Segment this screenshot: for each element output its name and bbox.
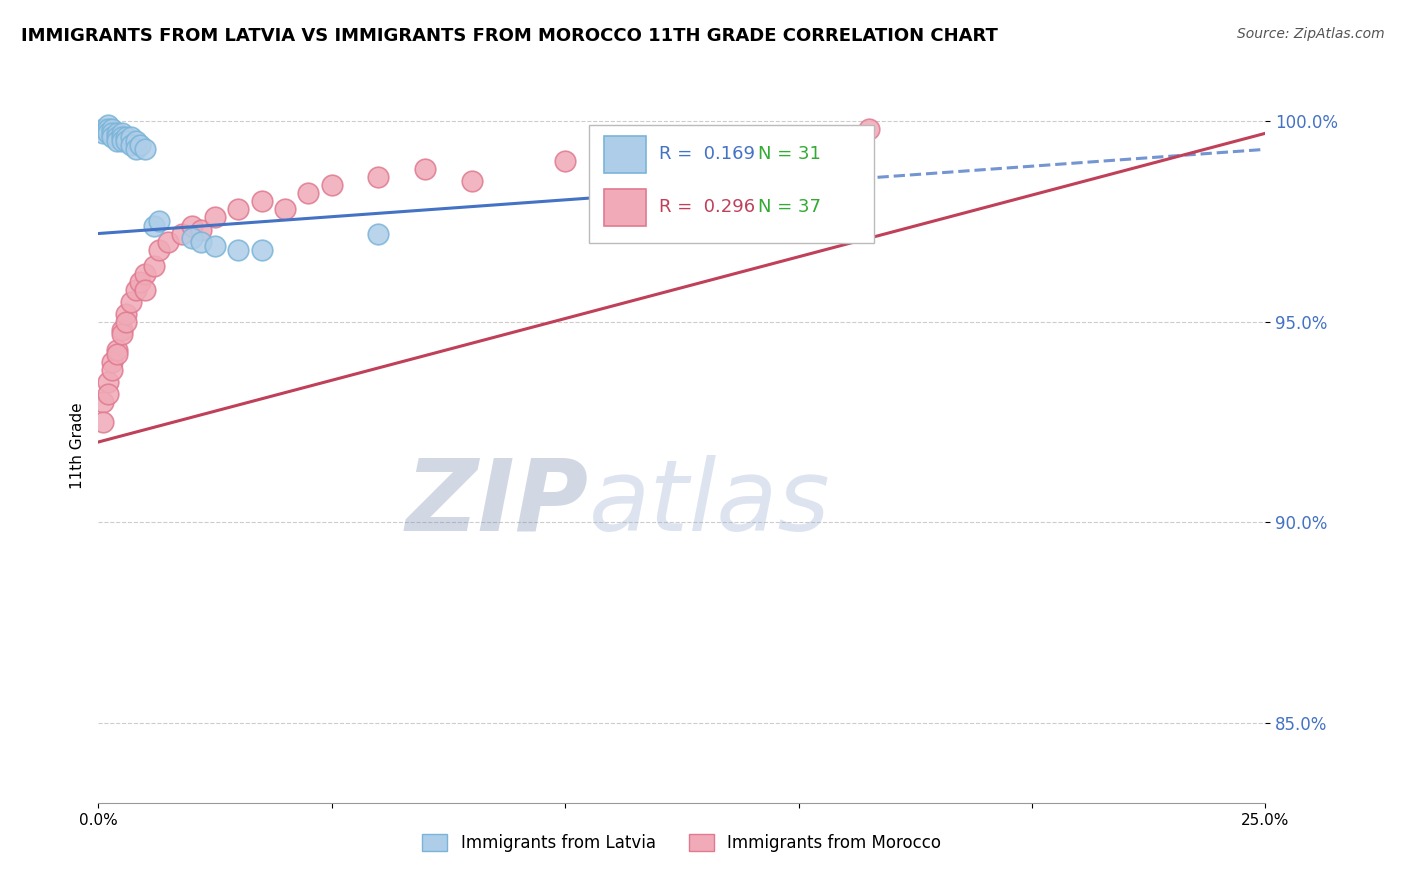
Point: [367, 227, 389, 241]
Point: [190, 235, 212, 249]
Point: [101, 122, 124, 136]
Text: N = 37: N = 37: [758, 198, 821, 216]
Point: [120, 138, 142, 153]
Point: [91, 122, 114, 136]
Point: [91, 395, 114, 409]
Text: Source: ZipAtlas.com: Source: ZipAtlas.com: [1237, 27, 1385, 41]
Point: [105, 347, 128, 361]
Point: [297, 186, 319, 201]
Point: [120, 294, 142, 309]
Legend: Immigrants from Latvia, Immigrants from Morocco: Immigrants from Latvia, Immigrants from …: [416, 827, 948, 859]
Point: [461, 174, 484, 188]
Point: [204, 211, 226, 225]
Point: [101, 130, 124, 145]
Point: [120, 130, 142, 145]
Point: [180, 219, 202, 233]
Text: R =  0.169: R = 0.169: [658, 145, 755, 163]
Point: [143, 259, 166, 273]
Point: [105, 343, 128, 357]
Text: ZIP: ZIP: [405, 455, 589, 551]
Point: [101, 363, 124, 377]
Point: [143, 219, 166, 233]
Point: [105, 134, 128, 148]
Point: [228, 243, 250, 257]
Point: [125, 134, 148, 148]
Point: [111, 130, 134, 145]
Point: [97, 375, 120, 389]
Point: [274, 202, 297, 217]
Point: [228, 202, 250, 217]
Text: atlas: atlas: [589, 455, 830, 551]
Point: [190, 222, 212, 236]
Point: [125, 142, 148, 156]
Point: [787, 130, 810, 145]
Point: [115, 130, 138, 145]
Point: [695, 138, 717, 153]
Point: [105, 126, 128, 140]
Point: [367, 170, 389, 185]
Point: [134, 283, 156, 297]
Y-axis label: 11th Grade: 11th Grade: [69, 402, 84, 490]
Point: [111, 126, 134, 140]
Point: [115, 134, 138, 148]
Point: [101, 355, 124, 369]
Point: [321, 178, 343, 193]
Point: [157, 235, 180, 249]
Point: [111, 134, 134, 148]
FancyBboxPatch shape: [603, 189, 645, 227]
Point: [134, 142, 156, 156]
Point: [105, 130, 128, 145]
Point: [97, 126, 120, 140]
Point: [148, 214, 170, 228]
Point: [172, 227, 194, 241]
Point: [125, 283, 148, 297]
Point: [204, 238, 226, 252]
Point: [180, 230, 202, 244]
Point: [97, 387, 120, 401]
Point: [111, 326, 134, 341]
Point: [111, 323, 134, 337]
Point: [115, 307, 138, 321]
Point: [91, 126, 114, 140]
Point: [129, 275, 152, 289]
Point: [624, 182, 647, 196]
Point: [97, 118, 120, 132]
Point: [129, 138, 152, 153]
FancyBboxPatch shape: [589, 125, 875, 243]
Point: [554, 154, 576, 169]
Point: [858, 122, 880, 136]
Point: [250, 243, 273, 257]
Point: [148, 243, 170, 257]
Text: R =  0.296: R = 0.296: [658, 198, 755, 216]
Point: [413, 162, 436, 177]
Point: [101, 126, 124, 140]
FancyBboxPatch shape: [603, 136, 645, 173]
Point: [91, 415, 114, 429]
Point: [250, 194, 273, 209]
Point: [97, 122, 120, 136]
Text: IMMIGRANTS FROM LATVIA VS IMMIGRANTS FROM MOROCCO 11TH GRADE CORRELATION CHART: IMMIGRANTS FROM LATVIA VS IMMIGRANTS FRO…: [21, 27, 998, 45]
Point: [134, 267, 156, 281]
Point: [115, 315, 138, 329]
Text: N = 31: N = 31: [758, 145, 821, 163]
Point: [647, 146, 669, 161]
